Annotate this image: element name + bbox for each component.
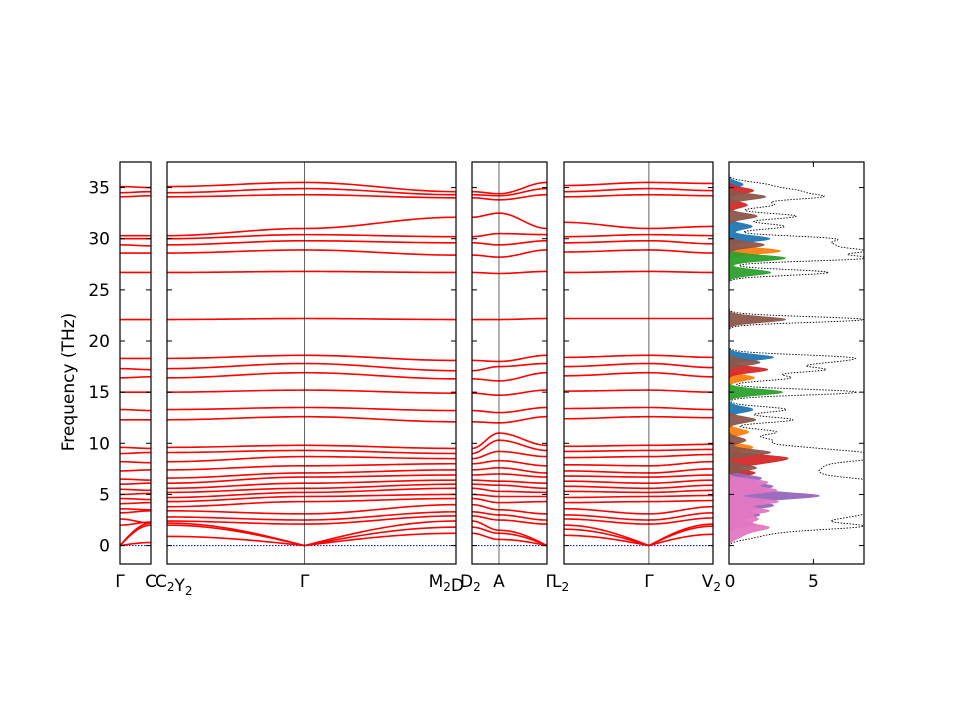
phonon-band-line: [120, 488, 151, 492]
phonon-band-line: [120, 376, 151, 379]
dos-xtick-label: 0: [725, 572, 736, 592]
ytick-label: 0: [99, 537, 110, 557]
path-label-part: 2: [185, 584, 193, 598]
path-label-part: 2: [167, 580, 175, 594]
dos-panel-frame: [728, 161, 865, 565]
path-label-part: A: [493, 572, 505, 592]
path-label: L2: [552, 572, 569, 594]
phonon-band-line: [119, 190, 152, 194]
band-panel-1-frame: [119, 161, 152, 565]
band-panel-3: [471, 161, 548, 565]
phonon-band-line: [120, 367, 152, 371]
path-label-part: L: [552, 572, 562, 592]
ytick-label: 20: [88, 332, 110, 352]
phonon-band-line: [120, 478, 151, 481]
path-label-part: M: [429, 572, 444, 592]
phonon-band-line: [120, 482, 152, 486]
path-label: A: [493, 572, 505, 592]
path-label: M2D: [429, 572, 464, 596]
ytick-label: 10: [88, 434, 110, 454]
path-label: D2: [460, 572, 481, 594]
ytick-label: 5: [99, 485, 110, 505]
path-label-part: 2: [473, 580, 481, 594]
path-label: Γ: [115, 572, 125, 592]
path-label: C: [145, 572, 157, 592]
path-label-part: V: [702, 572, 714, 592]
path-label-part: Y: [174, 576, 186, 596]
ytick-label: 30: [88, 230, 110, 250]
phonon-band-line: [120, 492, 151, 496]
path-label-part: Γ: [546, 572, 556, 592]
phonon-band-line: [119, 507, 152, 511]
path-label: Γ: [644, 572, 654, 592]
phonon-band-line: [120, 446, 151, 450]
path-label-part: C: [145, 572, 157, 592]
path-label: V2: [702, 572, 721, 594]
phonon-band-line: [119, 469, 152, 472]
phonon-band-line: [120, 460, 151, 464]
ytick-label: 35: [88, 179, 110, 199]
phonon-band-line: [119, 451, 152, 455]
dos-xtick-label: 5: [808, 572, 819, 592]
phonon-band-line: [119, 497, 152, 501]
band-panel-2: [166, 161, 457, 565]
path-label-part: 2: [443, 580, 451, 594]
band-panel-4: [563, 161, 714, 565]
phonon-band-line: [119, 408, 151, 412]
phonon-band-line: [119, 244, 152, 247]
path-label-part: C: [155, 572, 167, 592]
path-label: Γ: [546, 572, 556, 592]
y-axis-label: Frequency (THz): [59, 313, 79, 452]
path-label-part: D: [451, 576, 464, 596]
ytick-label: 25: [88, 281, 110, 301]
phonon-band-line: [119, 501, 151, 505]
path-label-part: D: [460, 572, 473, 592]
path-label: C2Y2: [155, 572, 193, 598]
phonon-band-line: [119, 524, 152, 547]
phonon-band-line: [119, 518, 152, 524]
y-axis-ticks: 0 5 10 15 20 25 30 35: [88, 179, 110, 557]
band-panel-2-frame: [166, 161, 457, 565]
phonon-band-line: [119, 194, 151, 198]
path-label: Γ: [300, 572, 310, 592]
phonon-band-line: [119, 541, 152, 547]
path-label-part: 2: [713, 580, 721, 594]
path-label-part: 2: [561, 580, 569, 594]
band-panel-4-frame: [563, 161, 714, 565]
phonon-band-line: [120, 510, 152, 514]
band-panel-3-frame: [471, 161, 548, 565]
band-panel-1: [119, 161, 152, 565]
path-label-part: Γ: [644, 572, 654, 592]
path-label-part: Γ: [300, 572, 310, 592]
ytick-label: 15: [88, 383, 110, 403]
path-label-part: Γ: [115, 572, 125, 592]
phonon-band-line: [120, 185, 151, 189]
